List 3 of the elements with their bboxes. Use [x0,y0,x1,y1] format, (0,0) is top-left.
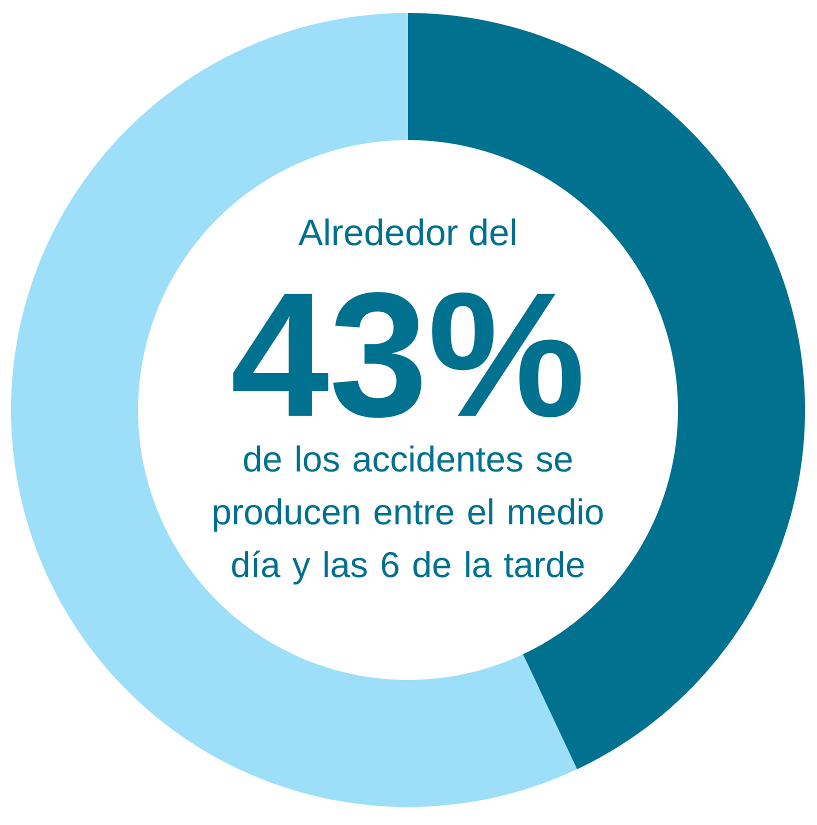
text: de los accidentes se producen entre el medio día y las 6 de la tarde [214,445,603,585]
data-label: 43% [233,292,581,418]
text: Alrededor del [298,218,516,246]
